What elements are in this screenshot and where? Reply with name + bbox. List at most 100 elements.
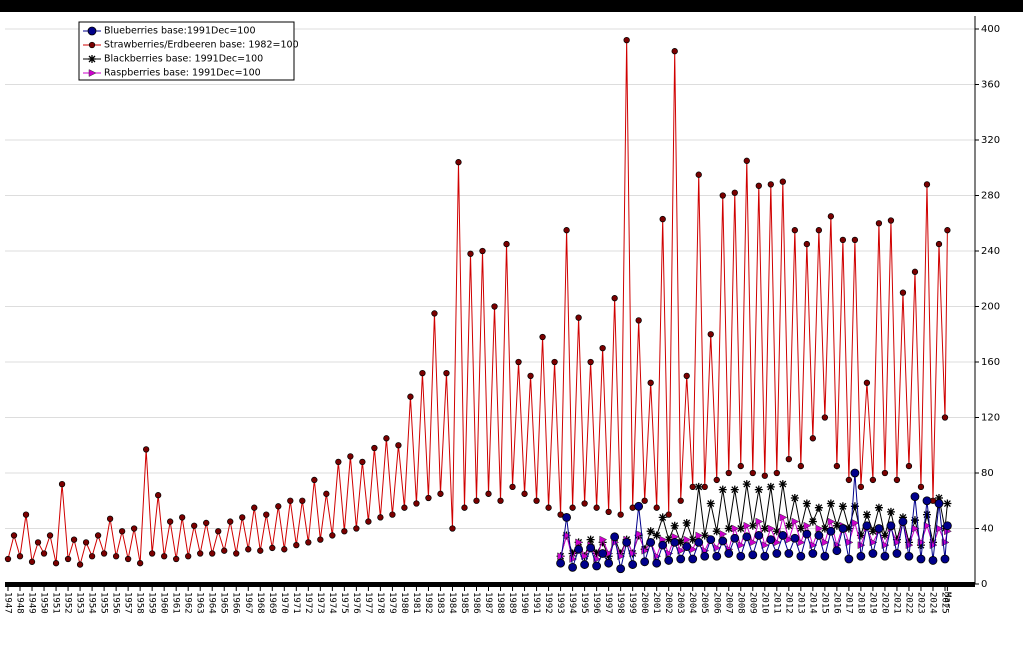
data-point bbox=[808, 517, 817, 526]
data-point bbox=[916, 541, 925, 550]
data-point bbox=[874, 524, 884, 533]
x-tick-label: 1965 bbox=[219, 592, 229, 614]
y-tick-label: 120 bbox=[981, 413, 1000, 424]
data-point bbox=[233, 550, 240, 557]
data-point bbox=[76, 561, 84, 568]
data-point bbox=[803, 521, 812, 530]
data-point bbox=[694, 537, 704, 547]
x-tick-label: 2002 bbox=[663, 592, 673, 614]
data-point bbox=[724, 549, 734, 558]
data-point bbox=[299, 497, 306, 504]
data-point bbox=[730, 533, 740, 543]
x-tick-label: 2019 bbox=[867, 592, 877, 614]
data-point bbox=[802, 499, 811, 508]
x-tick-label: 2004 bbox=[687, 592, 697, 614]
data-point bbox=[641, 497, 648, 504]
data-point bbox=[22, 511, 30, 518]
data-point bbox=[94, 532, 102, 539]
x-tick-label: 1958 bbox=[135, 592, 145, 614]
data-point bbox=[586, 535, 595, 544]
data-point bbox=[479, 247, 486, 255]
data-point bbox=[491, 303, 498, 310]
data-point bbox=[179, 514, 186, 521]
legend-label: Blackberries base: 1991Dec=100 bbox=[104, 54, 263, 65]
data-point bbox=[563, 531, 572, 540]
data-point bbox=[64, 555, 72, 563]
data-point bbox=[407, 393, 414, 400]
data-point bbox=[719, 530, 728, 538]
data-point bbox=[707, 331, 714, 338]
data-point bbox=[203, 519, 210, 527]
data-point bbox=[598, 538, 607, 547]
data-point bbox=[695, 171, 702, 178]
data-point bbox=[820, 524, 829, 533]
data-point bbox=[503, 240, 510, 248]
data-point bbox=[779, 178, 786, 185]
data-point bbox=[809, 435, 817, 442]
data-point bbox=[839, 236, 847, 244]
y-tick-label: 200 bbox=[981, 302, 1000, 313]
data-point bbox=[869, 538, 878, 547]
data-point bbox=[623, 36, 630, 44]
data-point bbox=[610, 532, 620, 542]
x-tick-label: 1955 bbox=[99, 592, 109, 614]
data-point bbox=[814, 531, 824, 540]
data-point bbox=[922, 496, 932, 506]
plot bbox=[4, 36, 952, 574]
data-point bbox=[239, 514, 246, 521]
legend-marker bbox=[88, 41, 96, 49]
data-point bbox=[329, 532, 336, 539]
data-point bbox=[670, 537, 680, 547]
data-point bbox=[869, 476, 877, 484]
data-point bbox=[617, 552, 626, 561]
data-point bbox=[593, 504, 600, 511]
data-point bbox=[826, 499, 835, 508]
data-point bbox=[124, 555, 132, 563]
data-point bbox=[640, 557, 650, 567]
x-tick-label: 1986 bbox=[471, 592, 481, 614]
data-point bbox=[724, 524, 733, 533]
data-point bbox=[365, 518, 372, 525]
data-point bbox=[592, 561, 602, 571]
data-point bbox=[694, 482, 703, 491]
data-point bbox=[545, 504, 552, 511]
x-tick-label: 2011 bbox=[771, 592, 781, 614]
data-point bbox=[431, 310, 438, 317]
data-point bbox=[58, 480, 66, 488]
x-tick-label: 2025 bbox=[939, 592, 949, 614]
series-line bbox=[7, 40, 948, 565]
data-point bbox=[922, 510, 931, 519]
data-point bbox=[628, 560, 638, 569]
data-point bbox=[293, 542, 300, 549]
x-tick-label: 2009 bbox=[747, 592, 757, 614]
x-tick-label: 2013 bbox=[795, 592, 805, 614]
data-point bbox=[796, 524, 805, 533]
x-tick-label: 2006 bbox=[711, 592, 721, 614]
data-point bbox=[658, 540, 668, 550]
data-point bbox=[791, 517, 800, 526]
x-tick-label: 1977 bbox=[363, 592, 373, 614]
x-tick-label: 1982 bbox=[423, 592, 433, 614]
data-point bbox=[209, 550, 216, 557]
x-tick-label: 1952 bbox=[63, 592, 73, 614]
data-point bbox=[562, 513, 571, 522]
data-point bbox=[383, 435, 390, 442]
data-point bbox=[449, 525, 456, 532]
x-tick-label: 1954 bbox=[87, 592, 97, 614]
data-point bbox=[868, 549, 878, 558]
data-point bbox=[851, 236, 859, 244]
x-tick-label: 2022 bbox=[903, 592, 913, 614]
data-point bbox=[634, 501, 644, 511]
data-point bbox=[880, 531, 889, 540]
data-point bbox=[568, 549, 577, 558]
data-point bbox=[928, 538, 937, 547]
axes: 0 40 80 120 160 200 240 280 320 360 400 1947 1948 194… bbox=[3, 16, 1000, 614]
data-point bbox=[772, 527, 781, 536]
data-point bbox=[712, 551, 722, 561]
data-point bbox=[875, 220, 883, 227]
data-point bbox=[899, 289, 907, 296]
data-point bbox=[664, 556, 674, 565]
x-tick-label: 2020 bbox=[879, 592, 889, 614]
data-point bbox=[736, 551, 746, 561]
data-point bbox=[778, 531, 788, 540]
